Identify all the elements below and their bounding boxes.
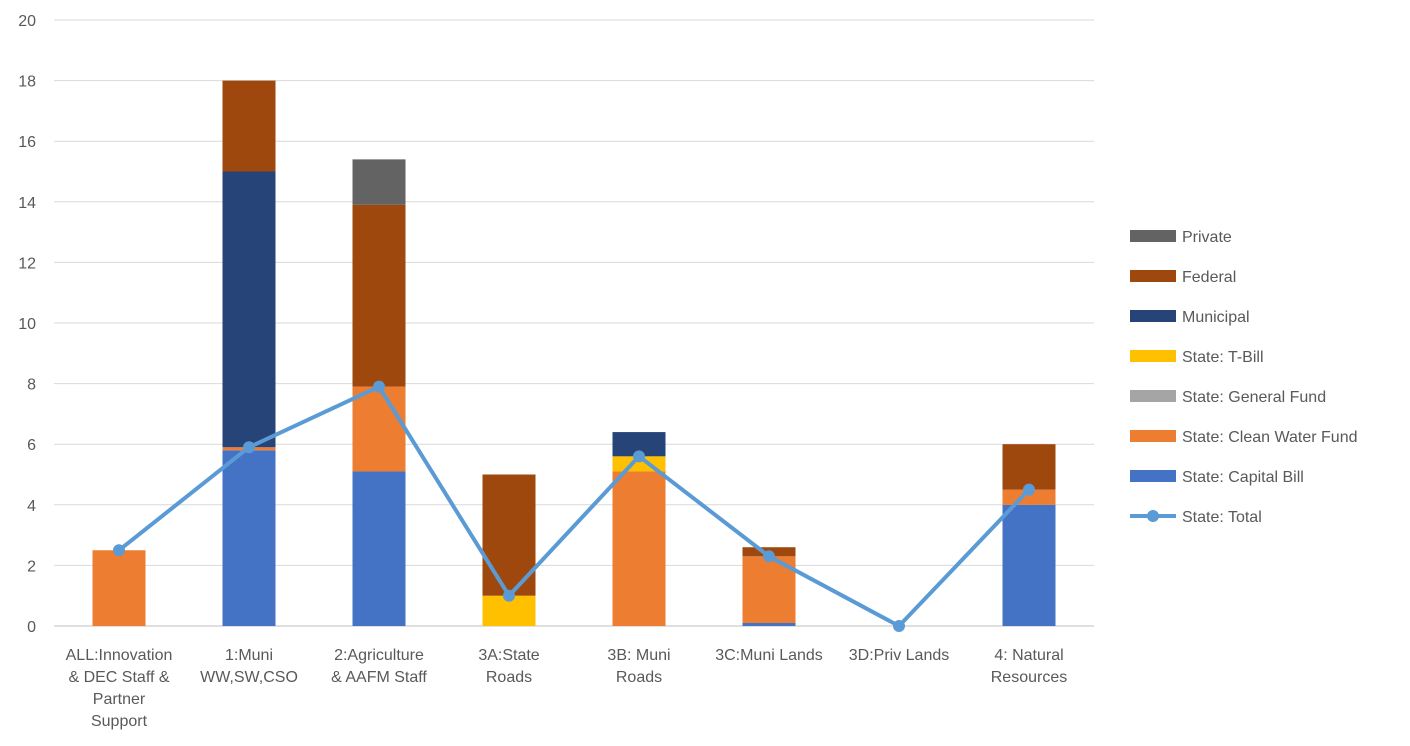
bar-segment <box>352 204 406 387</box>
legend-swatch <box>1130 430 1176 442</box>
bar-segment <box>1002 504 1056 626</box>
y-tick-label: 18 <box>18 74 36 91</box>
total-line-point <box>113 544 125 557</box>
bar-segment <box>222 171 276 448</box>
legend-swatch <box>1130 310 1176 322</box>
bar-segment <box>352 471 406 626</box>
x-category-label: & DEC Staff & <box>68 669 169 686</box>
bar-segment <box>222 80 276 172</box>
total-line-point <box>633 450 645 463</box>
y-tick-label: 2 <box>27 558 36 575</box>
legend-swatch-marker <box>1147 510 1159 522</box>
bar-segment <box>742 622 796 626</box>
y-tick-label: 4 <box>27 498 36 515</box>
bar-stacks <box>92 80 1056 626</box>
total-line-point <box>1023 483 1035 496</box>
legend-swatch <box>1130 390 1176 402</box>
x-category-label: 3B: Muni <box>607 647 670 664</box>
y-axis-ticks: 0 2 4 6 8 10 12 14 16 18 20 <box>18 13 36 636</box>
legend-label: Federal <box>1182 269 1236 286</box>
x-category-label: 4: Natural <box>994 647 1063 664</box>
total-line-point <box>373 380 385 393</box>
total-line-path <box>117 384 1031 628</box>
y-tick-label: 0 <box>27 619 36 636</box>
legend-label: Municipal <box>1182 309 1250 326</box>
x-category-label: Resources <box>991 669 1067 686</box>
y-tick-label: 20 <box>18 13 36 30</box>
bar-segment <box>612 471 666 626</box>
bar-segment <box>352 159 406 205</box>
bar-segment <box>352 386 406 472</box>
x-category-label: ALL:Innovation <box>66 647 173 664</box>
bar-segment <box>222 450 276 626</box>
total-line-point <box>763 550 775 563</box>
legend-label: State: Total <box>1182 509 1262 526</box>
y-tick-label: 12 <box>18 255 36 272</box>
y-tick-label: 8 <box>27 377 36 394</box>
y-tick-label: 6 <box>27 437 36 454</box>
x-axis-categories: ALL:Innovation & DEC Staff & Partner Suppor… <box>66 647 1068 730</box>
legend-label: Private <box>1182 229 1232 246</box>
total-line <box>113 380 1035 632</box>
total-line-point <box>893 620 905 632</box>
x-category-label: Roads <box>616 669 662 686</box>
legend-label: State: Clean Water Fund <box>1182 429 1358 446</box>
x-category-label: 3A:State <box>478 647 539 664</box>
legend-swatch <box>1130 470 1176 482</box>
x-category-label: 3D:Priv Lands <box>849 647 950 664</box>
x-category-label: Partner <box>93 691 146 708</box>
legend-label: State: T-Bill <box>1182 349 1264 366</box>
x-category-label: 1:Muni <box>225 647 273 664</box>
x-category-label: WW,SW,CSO <box>200 669 298 686</box>
y-tick-label: 14 <box>18 195 36 212</box>
y-tick-label: 16 <box>18 134 36 151</box>
bar-segment <box>1002 444 1056 490</box>
x-category-label: & AAFM Staff <box>331 669 427 686</box>
legend-label: State: Capital Bill <box>1182 469 1304 486</box>
legend-swatch <box>1130 230 1176 242</box>
gridlines <box>54 19 1094 627</box>
x-category-label: Support <box>91 713 148 730</box>
y-tick-label: 10 <box>18 316 36 333</box>
x-category-label: 2:Agriculture <box>334 647 424 664</box>
bar-segment <box>92 550 146 626</box>
total-line-point <box>243 441 255 454</box>
legend-swatch <box>1130 270 1176 282</box>
legend-label: State: General Fund <box>1182 389 1326 406</box>
x-category-label: Roads <box>486 669 532 686</box>
legend-swatch <box>1130 350 1176 362</box>
total-line-point <box>503 589 515 602</box>
legend: Private Federal Municipal State: T-Bill Stat… <box>1130 229 1358 526</box>
x-category-label: 3C:Muni Lands <box>715 647 823 664</box>
